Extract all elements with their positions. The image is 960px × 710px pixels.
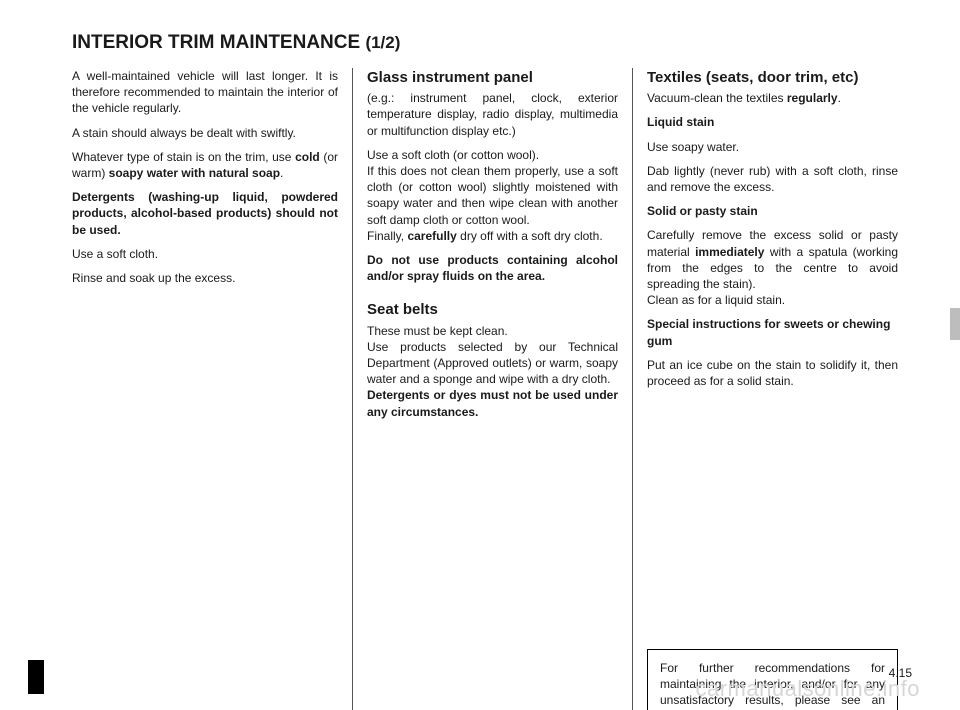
c1-p3: Whatever type of stain is on the trim, u… — [72, 149, 338, 181]
c1-p4: Detergents (washing-up liquid, pow­dered… — [72, 189, 338, 238]
c2-p2-3: Use a soft cloth (or cotton wool). If th… — [367, 147, 618, 244]
c1-p1: A well-maintained vehicle will last long… — [72, 68, 338, 117]
title-part: (1/2) — [365, 33, 400, 52]
c1-p2: A stain should always be dealt with swif… — [72, 125, 338, 141]
c3-p3: Dab lightly (never rub) with a soft clot… — [647, 163, 898, 195]
column-3: Textiles (seats, door trim, etc) Vacuum-… — [632, 68, 912, 710]
c2-h2: Seat belts — [367, 300, 618, 320]
c3-p4: Carefully remove the excess solid or pas… — [647, 227, 898, 308]
c3-p5: Put an ice cube on the stain to solidify… — [647, 357, 898, 389]
c1-p5: Use a soft cloth. — [72, 246, 338, 262]
manual-page: INTERIOR TRIM MAINTENANCE (1/2) A well-m… — [0, 0, 960, 710]
c1-p6: Rinse and soak up the excess. — [72, 270, 338, 286]
content-columns: A well-maintained vehicle will last long… — [72, 68, 912, 710]
page-title: INTERIOR TRIM MAINTENANCE (1/2) — [72, 32, 912, 54]
title-main: INTERIOR TRIM MAINTENANCE — [72, 32, 365, 53]
c2-p1: (e.g.: instrument panel, clock, exterior… — [367, 90, 618, 139]
c3-p2: Use soapy water. — [647, 139, 898, 155]
c3-h1: Textiles (seats, door trim, etc) — [647, 68, 898, 88]
c2-p5: Do not use products containing alco­hol … — [367, 252, 618, 284]
c3-p1: Vacuum-clean the textiles regularly. — [647, 90, 898, 106]
c3-s1: Liquid stain — [647, 114, 898, 130]
c2-h1: Glass instrument panel — [367, 68, 618, 88]
column-2: Glass instrument panel (e.g.: instrument… — [352, 68, 632, 710]
c3-s2: Solid or pasty stain — [647, 203, 898, 219]
column-1: A well-maintained vehicle will last long… — [72, 68, 352, 710]
watermark: carmanualsonline.info — [695, 676, 920, 702]
c2-p6-8: These must be kept clean. Use products s… — [367, 323, 618, 420]
page-thumb-marker — [28, 660, 44, 694]
section-edge-tab — [950, 308, 960, 340]
c3-s3: Special instructions for sweets or chewi… — [647, 316, 898, 348]
